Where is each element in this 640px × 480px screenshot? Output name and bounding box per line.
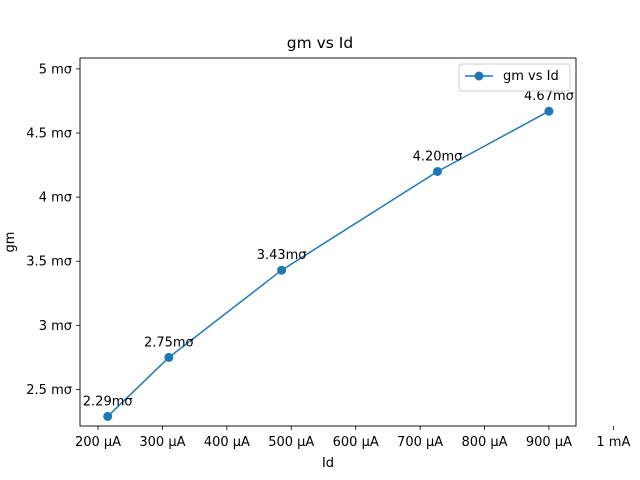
y-tick-label: 3 mσ: [39, 319, 72, 334]
data-label: 4.20mσ: [413, 149, 463, 164]
x-axis-label: Id: [322, 456, 334, 471]
x-tick-label: 300 µA: [139, 435, 185, 450]
data-label: 2.75mσ: [144, 335, 194, 350]
data-label: 4.67mσ: [524, 89, 574, 104]
plot-area: [80, 58, 576, 426]
x-tick-label: 700 µA: [397, 435, 443, 450]
data-point: [103, 411, 113, 421]
x-tick-label: 500 µA: [268, 435, 314, 450]
series-layer: 2.29mσ 2.75mσ 3.43mσ 4.20mσ 4.67mσ: [83, 89, 574, 421]
y-axis-label: gm: [3, 232, 18, 253]
y-tick-label: 5 mσ: [39, 62, 72, 77]
data-label: 2.29mσ: [83, 394, 133, 409]
y-tick-label: 4 mσ: [39, 191, 72, 206]
x-tick-label: 800 µA: [461, 435, 507, 450]
data-point: [544, 106, 554, 116]
y-tick-label: 2.5 mσ: [26, 383, 72, 398]
x-tick-label: 1 mA: [596, 435, 630, 450]
legend-label: gm vs Id: [503, 69, 559, 84]
plot-frame: [79, 57, 577, 427]
data-label: 3.43mσ: [257, 248, 307, 263]
x-tick-label: 600 µA: [333, 435, 379, 450]
y-tick-label: 3.5 mσ: [26, 255, 72, 270]
legend: gm vs Id: [458, 63, 571, 92]
x-axis-ticks: 200 µA 300 µA 400 µA 500 µA 600 µA 700 µA 800 …: [75, 426, 630, 450]
x-tick-label: 900 µA: [526, 435, 572, 450]
y-tick-label: 4.5 mσ: [26, 127, 72, 142]
data-point: [277, 265, 287, 275]
data-point: [164, 352, 174, 362]
x-tick-label: 200 µA: [75, 435, 121, 450]
legend-marker-swatch: [474, 71, 484, 81]
legend-box: [458, 63, 571, 92]
data-point: [433, 166, 443, 176]
x-tick-label: 400 µA: [204, 435, 250, 450]
chart-title: gm vs Id: [287, 34, 353, 52]
y-axis-ticks: 2.5 mσ 3 mσ 3.5 mσ 4 mσ 4.5 mσ 5 mσ: [26, 62, 80, 398]
